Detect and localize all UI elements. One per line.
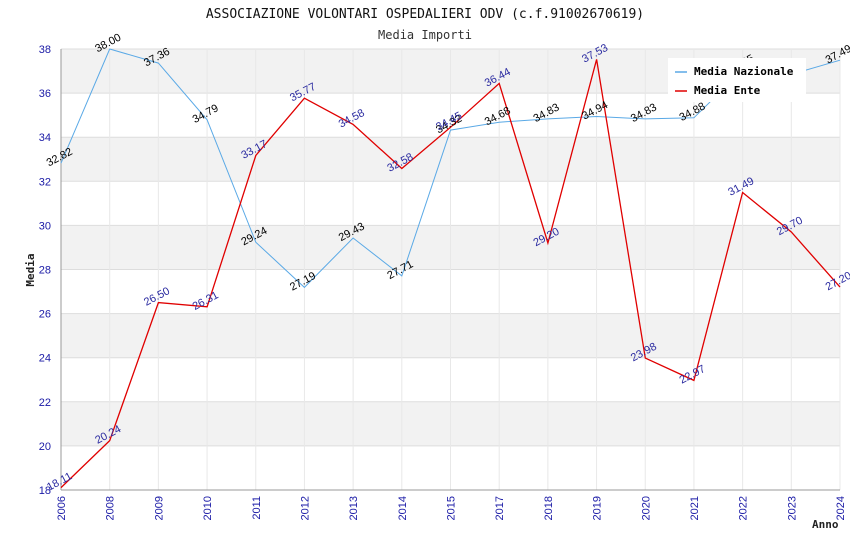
legend: Media Nazionale Media Ente <box>668 58 806 102</box>
y-tick-label: 36 <box>39 88 51 100</box>
gridlines <box>60 48 841 491</box>
x-tick-label: 2015 <box>446 496 458 520</box>
x-tick-label: 2006 <box>56 496 68 520</box>
chart-subtitle: Media Importi <box>378 28 472 42</box>
x-tick-label: 2012 <box>299 496 311 520</box>
y-tick-label: 34 <box>39 132 51 144</box>
x-tick-label: 2010 <box>202 496 214 520</box>
x-tick-label: 2017 <box>494 496 506 520</box>
y-tick-label: 20 <box>39 441 51 453</box>
x-tick-label: 2022 <box>738 496 750 520</box>
x-tick-label: 2013 <box>348 496 360 520</box>
x-tick-label: 2020 <box>640 496 652 520</box>
y-tick-label: 28 <box>39 265 51 277</box>
x-axis-label: Anno <box>812 518 839 531</box>
y-tick-label: 26 <box>39 309 51 321</box>
x-tick-label: 2009 <box>153 496 165 520</box>
x-tick-label: 2021 <box>689 496 701 520</box>
series-line-media-ente <box>60 59 841 489</box>
y-tick-label: 22 <box>39 397 51 409</box>
x-tick-label: 2024 <box>835 496 847 520</box>
legend-label-media-nazionale: Media Nazionale <box>694 65 794 78</box>
x-axis-ticks: 2006 2008 2009 2010 2011 2012 2013 2014 2015 2017… <box>56 496 847 520</box>
y-axis-label: Media <box>24 253 37 286</box>
y-tick-label: 32 <box>39 176 51 188</box>
legend-label-media-ente: Media Ente <box>694 84 761 97</box>
legend-box <box>668 58 806 102</box>
x-tick-label: 2011 <box>251 496 263 520</box>
y-tick-label: 24 <box>39 353 51 365</box>
x-tick-label: 2023 <box>786 496 798 520</box>
y-axis-ticks: 18 20 22 24 26 28 30 32 34 36 38 <box>39 44 51 497</box>
x-tick-label: 2014 <box>397 496 409 520</box>
y-tick-label: 18 <box>39 485 51 497</box>
x-tick-label: 2019 <box>592 496 604 520</box>
x-tick-label: 2018 <box>543 496 555 520</box>
chart-title: ASSOCIAZIONE VOLONTARI OSPEDALIERI ODV (… <box>206 7 644 22</box>
x-tick-label: 2008 <box>105 496 117 520</box>
y-tick-label: 30 <box>39 220 51 232</box>
y-tick-label: 38 <box>39 44 51 56</box>
